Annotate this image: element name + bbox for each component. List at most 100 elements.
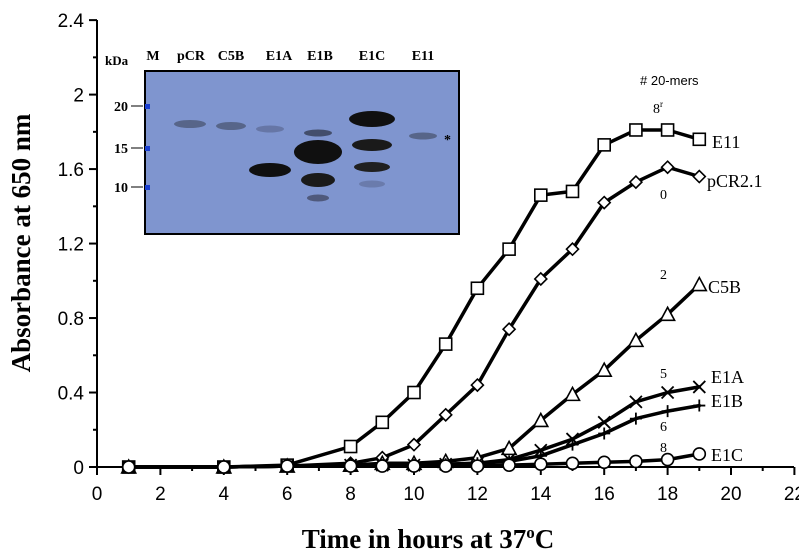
data-point-circle	[280, 459, 295, 473]
x-tick-label: 18	[657, 484, 678, 505]
data-point-diamond	[533, 271, 548, 287]
gel-lane-label: M	[146, 49, 159, 64]
y-tick-label: 1.2	[58, 235, 84, 256]
gel-band	[216, 122, 246, 130]
x-tick-label: 0	[92, 484, 103, 505]
legend-title: # 20-mers	[640, 73, 699, 88]
data-point-square	[375, 415, 390, 430]
data-point-square	[692, 132, 707, 147]
series-count-label: 8	[660, 441, 667, 456]
gel-band	[354, 162, 390, 172]
gel-band	[304, 129, 332, 137]
x-tick-label: 20	[720, 484, 741, 505]
data-point-diamond	[565, 242, 580, 257]
data-point-circle	[375, 459, 390, 473]
gel-lane-label: pCR	[177, 49, 206, 64]
gel-asterisk: *	[444, 133, 451, 148]
data-point-square	[407, 385, 421, 400]
gel-lane-label: E1A	[266, 49, 293, 64]
y-tick-label: 1.6	[58, 160, 84, 181]
x-tick-label: 6	[282, 484, 293, 505]
data-point-circle	[565, 456, 580, 471]
y-tick-label: 2	[73, 86, 84, 107]
gel-band	[294, 140, 342, 164]
y-tick-label: 2.4	[58, 11, 85, 32]
gel-lane-label: E1C	[359, 49, 385, 64]
data-point-triangle	[627, 331, 645, 348]
data-point-triangle	[564, 385, 581, 402]
y-axis: 0 0.4 0.8 1.2 1.6 2 2.4	[58, 11, 98, 479]
y-tick-label: 0.4	[58, 384, 85, 405]
data-point-diamond	[660, 160, 675, 175]
x-tick-label: 14	[530, 484, 552, 505]
data-point-diamond	[501, 322, 517, 337]
data-point-circle	[502, 458, 516, 472]
gel-band	[256, 125, 284, 133]
kda-marker-label: 20	[114, 100, 128, 115]
data-point-square	[343, 439, 358, 454]
data-point-x	[660, 385, 675, 400]
x-tick-label: 4	[219, 484, 230, 505]
data-point-circle	[407, 459, 421, 473]
data-point-diamond	[628, 174, 644, 190]
gel-band	[307, 194, 329, 202]
x-tick-group: 0 2 4 6 8 10 12 14 16 18 20 22	[92, 467, 799, 505]
data-point-diamond	[692, 169, 707, 184]
data-point-square	[438, 337, 453, 351]
data-point-square	[660, 123, 675, 137]
marker-dot	[145, 104, 150, 109]
data-point-circle	[692, 447, 707, 461]
series-count-label: 2	[660, 268, 667, 283]
gel-marker-labels: 20 15 10	[114, 100, 143, 196]
series-count-label: 0	[660, 188, 667, 203]
gel-band	[174, 120, 206, 128]
kda-marker-label: 10	[114, 181, 128, 196]
x-tick-label: 12	[467, 484, 488, 505]
data-point-square	[533, 188, 548, 202]
data-point-plus	[661, 405, 674, 418]
series-label: E1C	[711, 445, 743, 465]
kda-marker-label: 15	[114, 142, 128, 157]
gel-lane-label: E1B	[307, 49, 333, 64]
data-point-square	[470, 281, 485, 296]
x-tick-label: 16	[594, 484, 615, 505]
label-layer: E11 8r pCR2.1 0 C5B 2 E1A 5 E1B 6 E1C 8	[653, 99, 763, 465]
data-point-diamond	[438, 407, 453, 422]
series-count-label: 5	[660, 367, 667, 382]
series-label: E1A	[711, 367, 744, 387]
x-tick-label: 2	[155, 484, 166, 505]
series-count-label: 6	[660, 420, 667, 435]
data-point-diamond	[470, 377, 485, 393]
data-point-triangle	[690, 275, 708, 292]
data-point-square	[565, 184, 580, 199]
data-point-x	[597, 415, 611, 429]
data-point-circle	[533, 457, 548, 472]
series-label: pCR2.1	[707, 171, 763, 191]
data-point-circle	[121, 460, 136, 474]
data-point-triangle	[595, 361, 613, 377]
data-point-x	[629, 395, 643, 409]
y-tick-label: 0	[73, 458, 84, 479]
gel-lane-label: E11	[412, 49, 435, 64]
data-point-circle	[217, 460, 231, 474]
x-tick-label: 10	[403, 484, 424, 505]
data-point-circle	[343, 459, 358, 473]
marker-dot	[145, 185, 150, 190]
gel-band	[409, 132, 437, 140]
x-axis-title: Time in hours at 37oC	[302, 523, 555, 554]
data-point-plus	[629, 412, 642, 425]
marker-dot	[145, 146, 150, 151]
data-point-plus	[693, 399, 706, 412]
gel-band	[359, 180, 385, 188]
data-point-circle	[660, 452, 675, 467]
data-point-square	[629, 123, 643, 137]
gel-band	[301, 173, 335, 187]
gel-lane-label: C5B	[218, 49, 244, 64]
x-tick-label: 8	[345, 484, 356, 505]
data-point-triangle	[659, 305, 676, 322]
series-count-label: 8r	[653, 99, 663, 117]
data-point-circle	[629, 454, 643, 469]
